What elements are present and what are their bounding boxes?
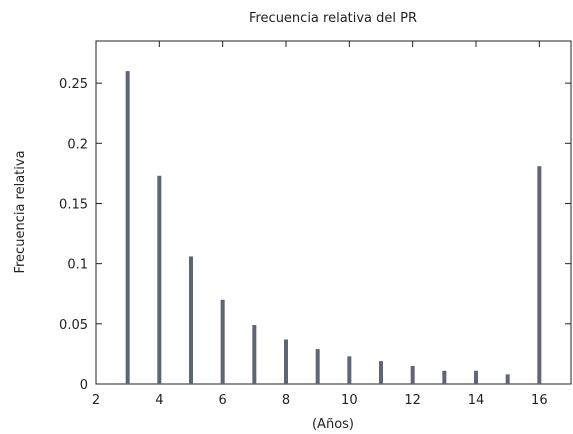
bar [220, 299, 225, 384]
bars [125, 71, 542, 385]
bar [474, 370, 478, 384]
y-tick-label: 0.1 [67, 258, 88, 273]
x-axis-label: (Años) [312, 417, 354, 432]
y-axis-label: Frecuencia relativa [13, 150, 28, 273]
y-tick-label: 0.15 [59, 197, 88, 212]
bar [505, 374, 510, 384]
y-tick-label: 0.25 [59, 77, 88, 92]
chart-title: Frecuencia relativa del PR [249, 11, 417, 26]
x-tick-label: 2 [92, 393, 100, 408]
bar [537, 166, 542, 384]
x-tick-label: 6 [219, 393, 227, 408]
plot-frame [95, 40, 572, 385]
bar [442, 370, 447, 384]
axis-ticks: 0 0.05 0.1 0.15 0.2 0.25 2 4 6 8 10 12 14 16 [59, 41, 571, 408]
bar [252, 325, 257, 384]
bar [379, 361, 383, 384]
bar [284, 339, 288, 384]
bar [125, 71, 130, 385]
x-tick-label: 12 [404, 393, 421, 408]
bar [189, 256, 193, 384]
x-tick-label: 14 [468, 393, 485, 408]
bar [315, 349, 320, 384]
bar [347, 356, 352, 384]
y-tick-label: 0 [80, 378, 88, 393]
x-tick-label: 4 [155, 393, 163, 408]
y-tick-label: 0.05 [59, 318, 88, 333]
x-tick-label: 8 [282, 393, 290, 408]
y-tick-label: 0.2 [67, 137, 88, 152]
x-tick-label: 10 [341, 393, 358, 408]
x-tick-label: 16 [531, 393, 548, 408]
bar [410, 365, 415, 384]
bar [157, 175, 162, 384]
